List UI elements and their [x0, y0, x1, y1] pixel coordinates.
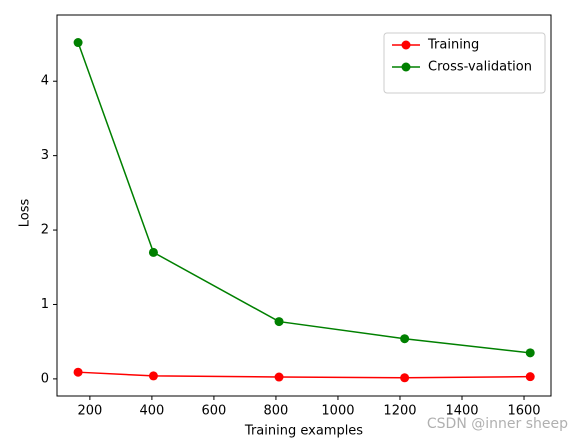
point [525, 348, 535, 358]
y-axis-label: Loss [18, 199, 33, 228]
plot-frame [56, 14, 552, 397]
x-tick-label: 1000 [321, 404, 354, 419]
y-tick-label: 0 [41, 371, 49, 386]
point [400, 373, 410, 383]
y-tick-label: 2 [41, 223, 49, 238]
x-tick-label: 1600 [507, 404, 540, 419]
legend-marker [401, 62, 411, 72]
point [73, 38, 83, 48]
point [274, 372, 284, 382]
x-tick-label: 600 [201, 404, 226, 419]
legend-box [383, 32, 546, 94]
point [73, 367, 83, 377]
x-tick-label: 1200 [383, 404, 416, 419]
point [525, 372, 535, 382]
y-tick-label: 3 [41, 148, 49, 163]
point [148, 247, 158, 257]
watermark: CSDN @inner sheep [427, 416, 568, 432]
series-line [78, 371, 531, 379]
legend-label: Cross-validation [428, 60, 532, 75]
point [400, 334, 410, 344]
x-tick-label: 800 [264, 404, 289, 419]
legend-label: Training [427, 38, 479, 53]
y-tick-label: 4 [41, 74, 49, 89]
x-tick-label: 1400 [445, 404, 478, 419]
x-tick-label: 200 [77, 404, 102, 419]
point [274, 317, 284, 327]
x-axis-label: Training examples [244, 424, 363, 439]
point [148, 371, 158, 381]
legend-marker [401, 40, 411, 50]
y-tick-label: 1 [41, 297, 49, 312]
x-tick-label: 400 [139, 404, 164, 419]
